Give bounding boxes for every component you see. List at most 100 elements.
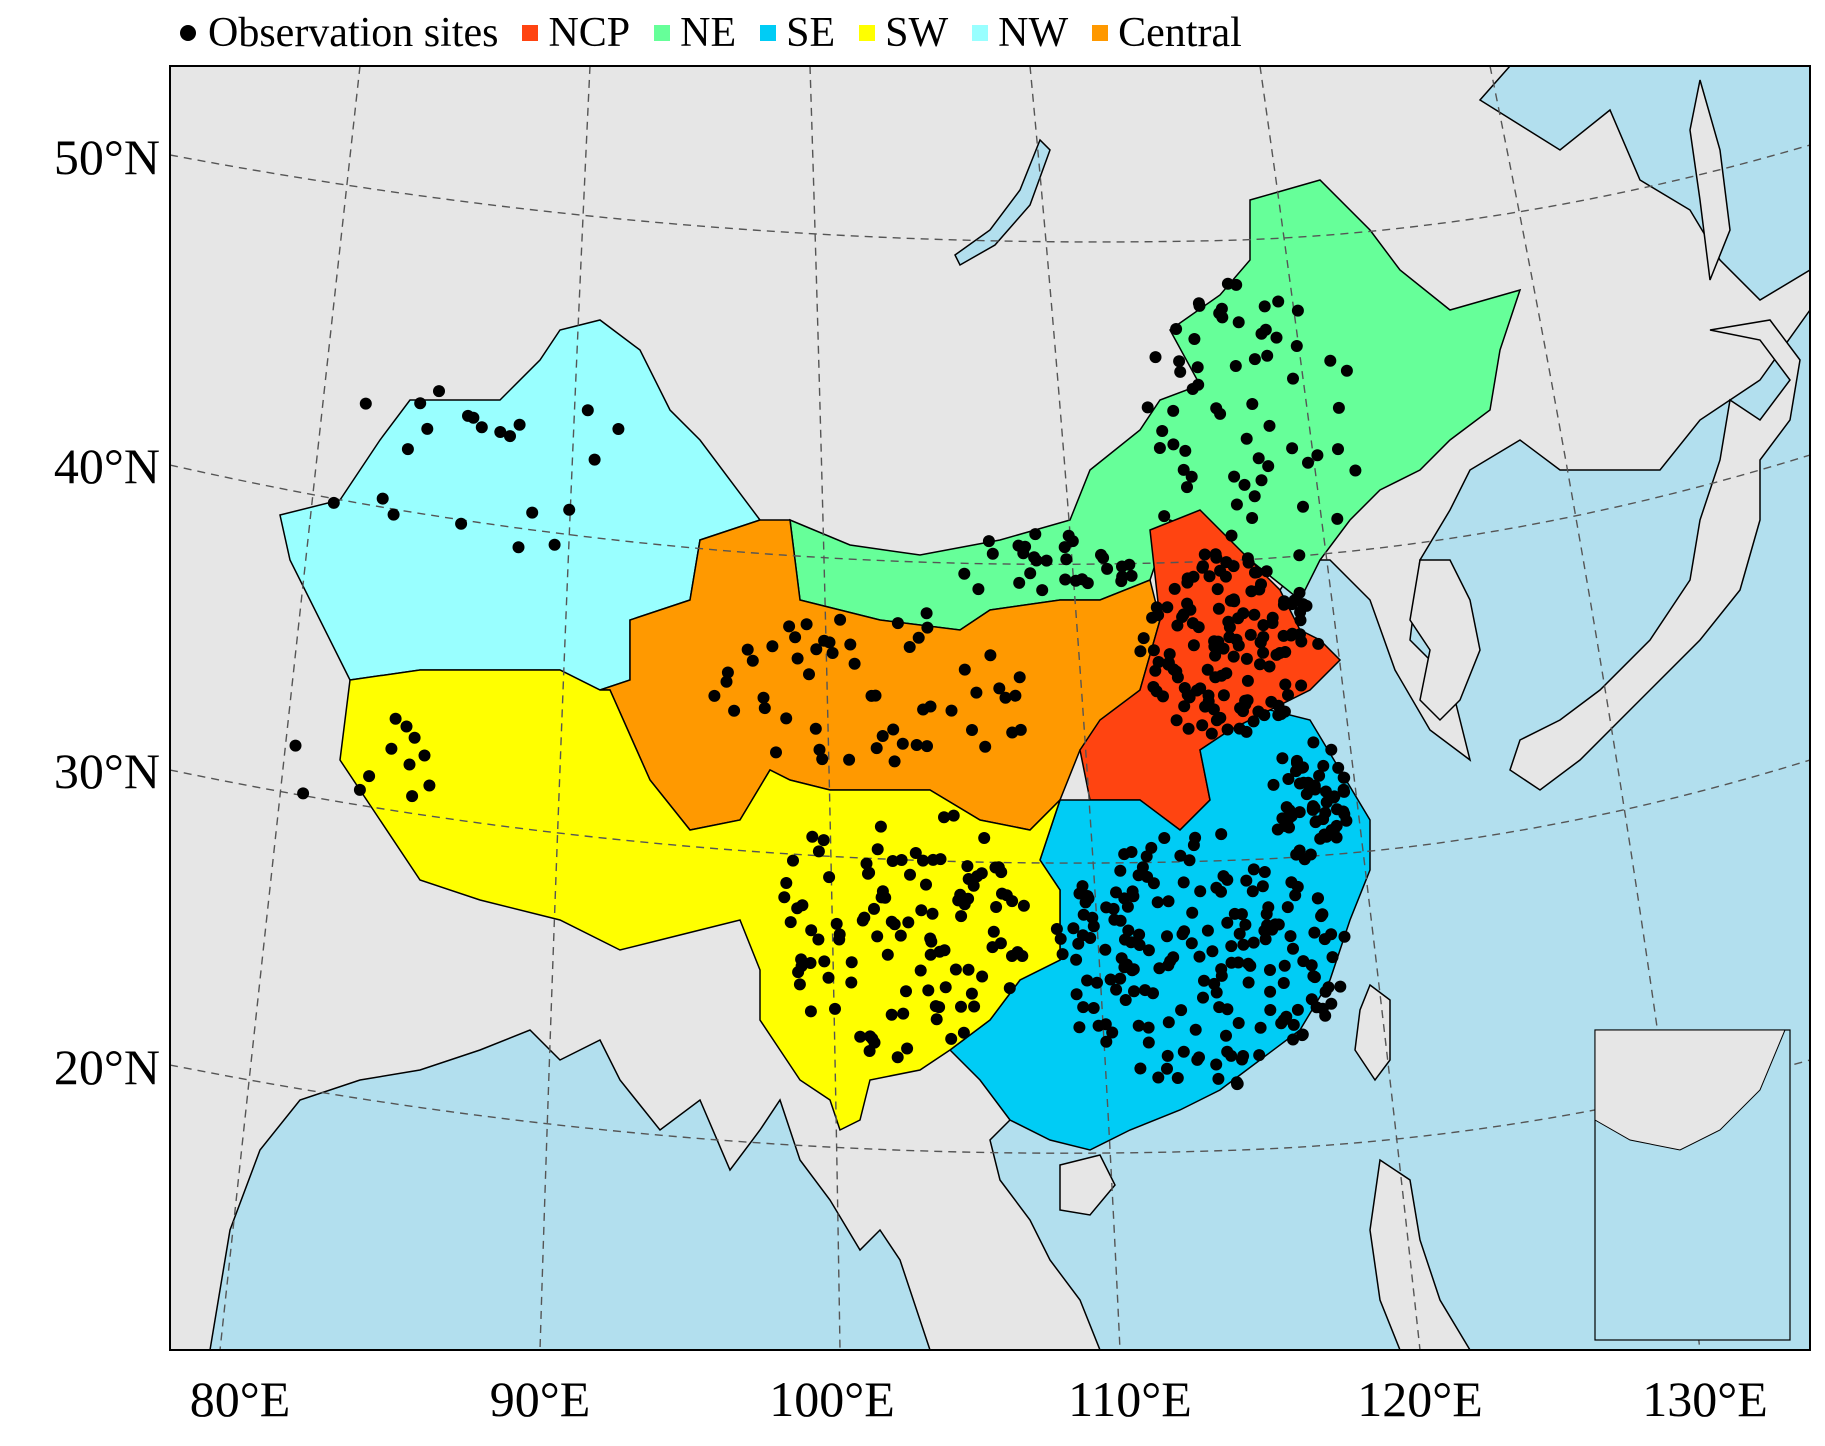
observation-site — [871, 843, 884, 856]
observation-site — [1170, 714, 1183, 727]
lon-tick-90e: 90°E — [489, 1371, 591, 1427]
observation-site — [949, 963, 962, 976]
observation-site — [929, 1000, 942, 1013]
observation-site — [708, 689, 721, 702]
observation-site — [1072, 937, 1085, 950]
observation-site — [1110, 886, 1122, 899]
lon-tick-100e: 100°E — [769, 1371, 895, 1427]
observation-site — [1334, 980, 1347, 993]
observation-site — [1228, 470, 1241, 483]
observation-site — [982, 535, 995, 548]
observation-site — [1210, 986, 1223, 999]
observation-site — [1179, 444, 1192, 457]
observation-site — [888, 918, 901, 931]
observation-site — [1290, 848, 1303, 861]
observation-site — [886, 855, 899, 867]
observation-site — [1240, 725, 1253, 738]
observation-site — [433, 385, 445, 398]
observation-site — [1215, 302, 1228, 315]
observation-site — [938, 811, 950, 824]
observation-site — [1256, 880, 1269, 893]
observation-site — [1122, 924, 1135, 937]
lat-tick-30n: 30°N — [53, 743, 160, 799]
observation-site — [823, 636, 836, 649]
legend-label-observation-sites: Observation sites — [208, 10, 499, 56]
observation-site — [1006, 950, 1018, 962]
observation-site — [871, 930, 884, 943]
observation-site — [1237, 938, 1250, 951]
observation-site — [809, 722, 822, 735]
observation-site — [1232, 612, 1245, 625]
observation-site — [1197, 991, 1209, 1004]
observation-site — [1198, 548, 1211, 561]
observation-site — [917, 854, 929, 867]
observation-site — [526, 506, 539, 519]
observation-site — [818, 955, 831, 968]
observation-site — [741, 643, 754, 656]
observation-site — [1255, 474, 1268, 487]
observation-site — [1252, 452, 1265, 465]
observation-site — [1161, 1049, 1174, 1062]
observation-site — [845, 976, 858, 989]
observation-site — [1134, 1062, 1147, 1075]
observation-site — [1153, 442, 1166, 454]
observation-site — [1211, 583, 1224, 596]
lat-tick-40n: 40°N — [53, 438, 160, 494]
observation-site — [1198, 974, 1210, 987]
observation-site — [1258, 709, 1271, 722]
observation-site — [891, 1051, 904, 1064]
observation-site — [1194, 885, 1207, 898]
observation-site — [834, 613, 847, 626]
observation-site — [1258, 300, 1271, 313]
observation-site — [1016, 950, 1029, 962]
observation-site — [1225, 529, 1238, 542]
observation-site — [1287, 942, 1299, 955]
observation-site — [934, 853, 947, 866]
observation-site — [813, 743, 826, 756]
observation-site — [791, 652, 804, 665]
observation-site — [881, 948, 894, 961]
observation-site — [868, 902, 880, 915]
observation-site — [1232, 639, 1245, 652]
observation-site — [854, 1030, 867, 1043]
legend-item-central: Central — [1092, 9, 1242, 57]
observation-site — [746, 654, 759, 667]
observation-site — [803, 668, 815, 681]
observation-site — [833, 928, 846, 941]
observation-site — [804, 1005, 817, 1018]
observation-site — [1257, 619, 1270, 632]
observation-site — [1310, 815, 1323, 828]
observation-site — [903, 641, 916, 653]
observation-site — [1264, 985, 1277, 998]
observation-site — [1029, 528, 1042, 541]
observation-site — [912, 631, 925, 644]
observation-site — [1349, 464, 1362, 477]
observation-site — [512, 541, 525, 554]
observation-site — [1221, 723, 1234, 736]
observation-site — [1073, 887, 1086, 900]
legend-swatch-ne — [654, 25, 671, 41]
observation-site — [856, 914, 869, 927]
observation-site — [462, 409, 474, 422]
observation-site — [1170, 323, 1183, 335]
observation-site — [1263, 660, 1276, 673]
observation-site — [957, 1026, 970, 1039]
observation-site — [1082, 892, 1095, 905]
observation-site — [971, 870, 984, 883]
lat-tick-50n: 50°N — [53, 129, 160, 185]
observation-site — [1284, 930, 1297, 943]
observation-site — [1225, 956, 1238, 969]
observation-site — [1282, 773, 1295, 785]
observation-site — [966, 724, 978, 736]
observation-site — [1104, 973, 1117, 986]
observation-site — [1087, 920, 1100, 933]
legend-label-central: Central — [1118, 10, 1242, 56]
observation-site — [1247, 936, 1260, 949]
legend-swatch-central — [1092, 25, 1109, 41]
observation-site — [1248, 490, 1261, 503]
observation-site — [1056, 948, 1069, 961]
observation-site — [1232, 316, 1245, 329]
observation-site — [958, 567, 971, 580]
observation-site — [1209, 548, 1222, 561]
